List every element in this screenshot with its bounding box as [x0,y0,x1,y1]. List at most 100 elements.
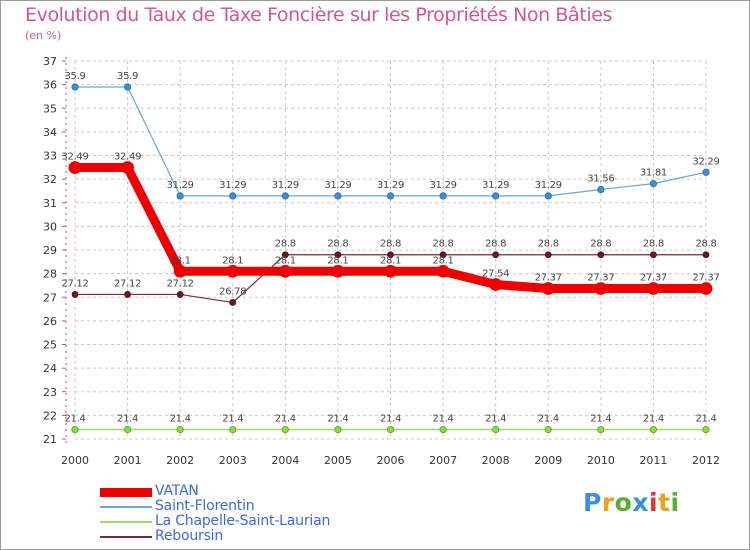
x-tick-label: 2011 [639,454,667,467]
data-point-2 [649,425,658,434]
y-tick-label: 29 [43,244,57,257]
y-tick-label: 32 [43,173,57,186]
legend-label: La Chapelle-Saint-Laurian [155,513,331,529]
data-point-1 [123,83,132,91]
data-label-1: 31.29 [482,180,509,191]
data-label-0: 27.37 [587,273,614,284]
data-label-0: 27.37 [640,273,667,284]
data-label-1: 31.81 [640,168,667,179]
data-point-0 [278,264,292,278]
data-label-1: 31.29 [430,180,457,191]
x-tick-label: 2001 [114,454,142,467]
x-tick-label: 2010 [587,454,615,467]
data-point-1 [386,192,395,200]
data-label-0: 32.49 [114,152,141,163]
data-point-3 [544,251,552,259]
data-label-1: 31.29 [167,180,194,191]
data-point-3 [124,291,131,298]
data-label-3: 27.12 [167,278,194,289]
data-label-1: 32.29 [692,156,719,167]
data-point-2 [176,425,184,434]
data-point-0 [173,264,187,278]
y-tick-label: 21 [43,433,57,446]
data-point-2 [281,425,289,434]
data-label-0: 28.1 [327,255,348,266]
data-label-1: 31.56 [587,174,614,185]
data-label-2: 21.4 [485,414,506,425]
data-point-0 [331,264,345,278]
legend-label: Reboursin [155,528,224,544]
data-point-3 [176,291,184,298]
data-label-2: 21.4 [64,414,85,425]
data-label-1: 31.29 [535,180,562,191]
data-label-0: 28.1 [222,255,243,266]
data-point-2 [334,425,342,434]
unit-label: (en %) [25,29,62,42]
proxiti-logo: Proxiti [583,488,680,517]
y-tick-label: 31 [43,197,57,210]
data-point-0 [594,282,608,295]
data-point-3 [334,251,342,259]
data-point-1 [649,180,658,188]
data-label-2: 21.4 [327,414,348,425]
data-point-2 [229,425,237,434]
data-label-3: 28.8 [275,239,296,250]
data-label-0: 28.1 [380,255,401,266]
y-tick-label: 25 [43,339,57,352]
x-tick-label: 2003 [219,454,247,467]
data-label-0: 27.37 [535,273,562,284]
data-label-0: 27.54 [482,268,509,279]
data-point-3 [702,251,710,259]
data-label-3: 26.78 [219,286,246,297]
data-point-1 [281,192,289,200]
data-point-3 [229,299,237,306]
data-point-2 [544,425,552,434]
data-point-0 [699,282,713,295]
data-point-2 [386,425,395,434]
legend-swatch [100,521,152,523]
data-point-1 [334,192,342,200]
x-tick-label: 2007 [429,454,457,467]
x-tick-label: 2009 [534,454,562,467]
y-tick-label: 34 [43,126,57,139]
data-point-2 [702,425,710,434]
data-label-0: 28.1 [433,255,454,266]
data-point-3 [281,251,289,259]
data-point-3 [650,251,657,259]
y-tick-label: 35 [43,102,57,115]
data-point-0 [226,264,240,278]
x-tick-label: 2002 [166,454,194,467]
data-label-3: 28.8 [643,239,664,250]
data-point-3 [492,251,500,259]
data-point-2 [439,425,447,434]
legend-label: Saint-Florentin [155,498,255,514]
data-label-1: 35.9 [64,71,85,82]
legend-label: VATAN [155,483,199,499]
y-tick-label: 36 [43,79,57,92]
y-tick-label: 28 [43,268,57,281]
data-point-0 [68,161,82,174]
data-label-1: 35.9 [117,71,138,82]
data-point-3 [597,251,605,259]
data-label-2: 21.4 [538,414,559,425]
x-tick-label: 2008 [482,454,510,467]
data-label-3: 27.12 [114,278,141,289]
data-label-0: 32.49 [61,152,88,163]
data-label-1: 31.29 [272,180,299,191]
data-point-3 [387,251,394,259]
data-point-1 [71,83,79,91]
y-tick-label: 23 [43,386,57,399]
x-tick-label: 2012 [692,454,720,467]
y-tick-label: 37 [43,55,57,68]
x-tick-label: 2005 [324,454,352,467]
data-label-3: 28.8 [590,239,611,250]
data-point-2 [597,425,605,434]
data-label-2: 21.4 [643,414,664,425]
data-point-0 [436,264,450,278]
data-point-1 [597,185,605,194]
y-tick-label: 33 [43,150,57,163]
y-tick-label: 22 [43,409,57,422]
data-label-3: 28.8 [485,239,506,250]
data-label-3: 28.8 [327,239,348,250]
